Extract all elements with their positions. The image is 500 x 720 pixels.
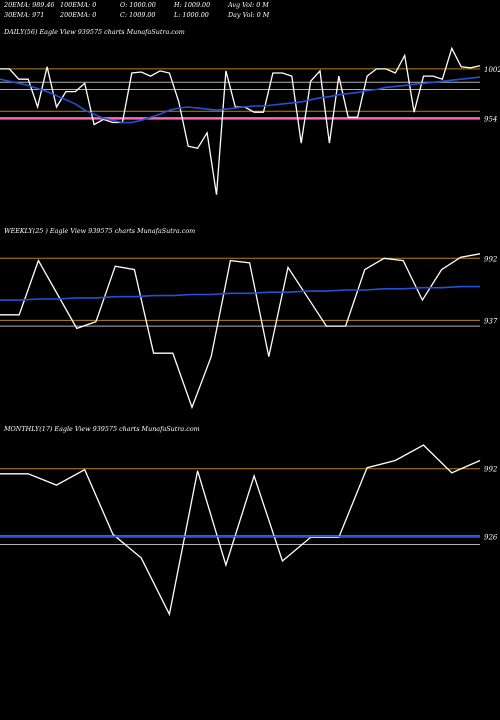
header-day-vol: Day Vol: 0 M — [228, 11, 270, 19]
daily-ema-line — [0, 76, 481, 124]
header-high: H: 1009.00 — [174, 1, 211, 9]
header-close: C: 1009.00 — [120, 11, 156, 19]
daily-ytick-label-1: 954 — [484, 115, 497, 123]
daily-ytick-label-0: 1002 — [484, 66, 500, 74]
header-open: O: 1000.00 — [120, 1, 156, 9]
monthly-ytick-label-0: 992 — [484, 466, 498, 474]
weekly-price-line — [0, 253, 481, 410]
header-avg-vol: Avg Vol: 0 M — [228, 1, 269, 9]
monthly-price-line — [0, 444, 481, 617]
weekly-ema-line — [0, 285, 480, 301]
header-30ema: 30EMA: 971 — [4, 11, 45, 19]
header-100ema: 100EMA: 0 — [60, 1, 97, 9]
header-low: L: 1000.00 — [174, 11, 209, 19]
weekly-ytick-label-1: 937 — [484, 317, 498, 325]
monthly-ytick-label-1: 926 — [484, 533, 498, 541]
weekly-panel: 992 937 — [0, 253, 498, 410]
weekly-ytick-label-0: 992 — [484, 255, 498, 263]
header-20ema: 20EMA: 989.46 — [4, 1, 55, 9]
daily-panel: 1002 954 — [0, 46, 500, 195]
header-200ema: 200EMA: 0 — [60, 11, 97, 19]
daily-price-line — [0, 46, 481, 195]
monthly-panel-title: MONTHLY(17) Eagle View 939575 charts Mun… — [4, 425, 200, 433]
monthly-panel: 992 926 — [0, 444, 498, 617]
daily-panel-title: DAILY(56) Eagle View 939575 charts Munaf… — [4, 28, 185, 36]
weekly-panel-title: WEEKLY(25 ) Eagle View 939575 charts Mun… — [4, 227, 196, 235]
